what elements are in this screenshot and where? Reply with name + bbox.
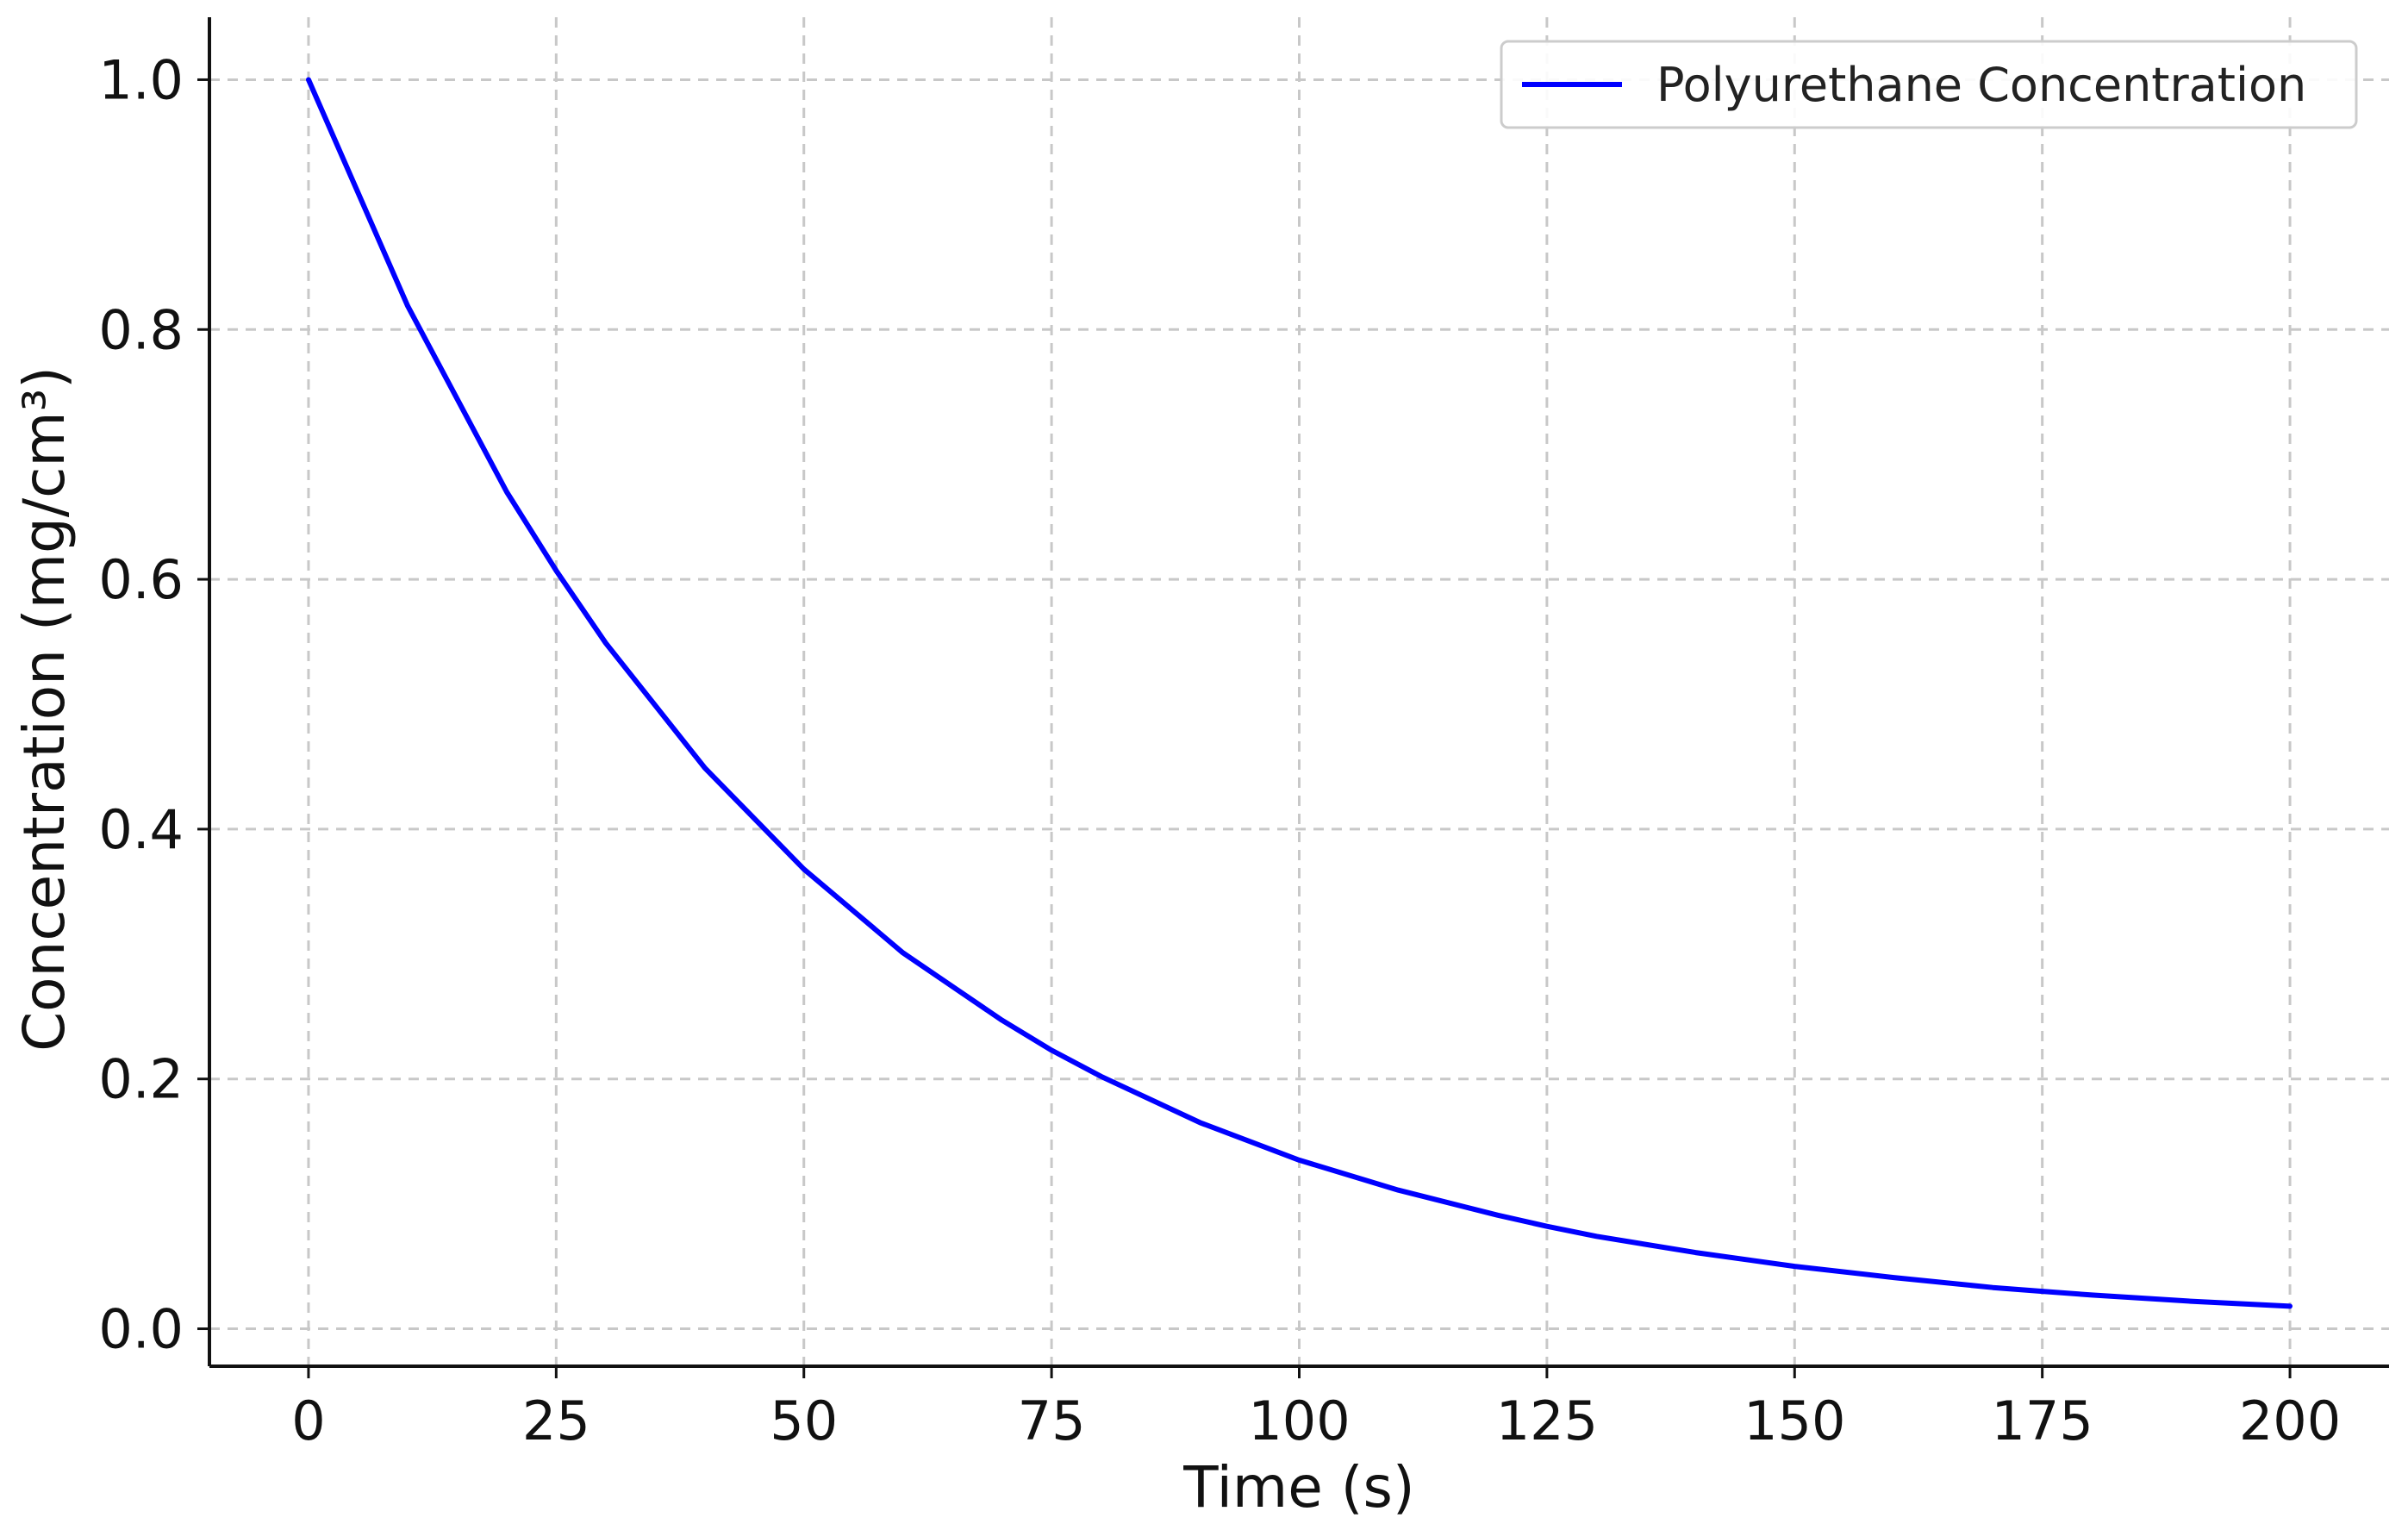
- x-tick-label: 75: [1018, 1389, 1086, 1452]
- x-tick-label: 0: [291, 1389, 325, 1452]
- y-tick-label: 0.0: [98, 1298, 184, 1361]
- series-layer: [306, 77, 2293, 1309]
- x-tick-label: 150: [1744, 1389, 1845, 1452]
- x-axis-label: Time (s): [1182, 1454, 1414, 1521]
- x-tick-label: 25: [522, 1389, 590, 1452]
- x-tick-label: 175: [1991, 1389, 2093, 1452]
- x-tick-label: 100: [1248, 1389, 1350, 1452]
- y-tick-label: 0.8: [98, 298, 184, 361]
- series-line: [306, 77, 2293, 1309]
- legend-label: Polyurethane Concentration: [1656, 58, 2306, 112]
- legend: Polyurethane Concentration: [1500, 40, 2358, 129]
- x-tick-label: 200: [2239, 1389, 2341, 1452]
- ticks: 0 25 50 75 100 125 150 175 200 0.0 0.2 0.4 0.6 0.8 1.0: [98, 48, 2341, 1452]
- x-tick-label: 50: [770, 1389, 838, 1452]
- legend-box: [1500, 40, 2358, 129]
- y-tick-label: 0.6: [98, 548, 184, 611]
- y-tick-label: 0.2: [98, 1048, 184, 1111]
- grid-lines: [209, 17, 2389, 1366]
- y-axis-label: Concentration (mg/cm³): [11, 366, 78, 1052]
- y-tick-label: 0.4: [98, 798, 184, 861]
- y-tick-label: 1.0: [98, 48, 184, 111]
- x-tick-label: 125: [1496, 1389, 1598, 1452]
